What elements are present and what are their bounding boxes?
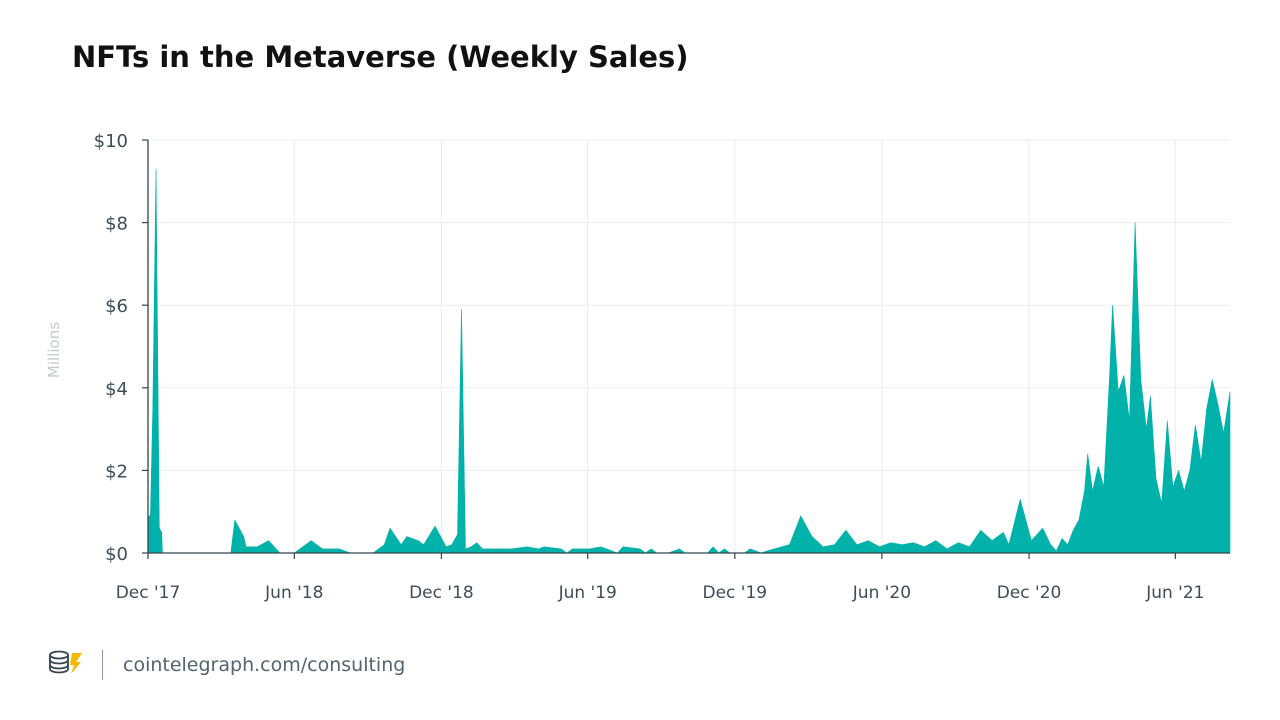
x-tick-label: Jun '21 [1145, 583, 1204, 603]
footer: cointelegraph.com/consulting [48, 648, 405, 682]
y-tick-label: $8 [105, 214, 128, 235]
x-tick-label: Jun '19 [558, 583, 617, 603]
x-tick-label: Dec '17 [116, 583, 181, 603]
x-tick-label: Dec '19 [703, 583, 768, 603]
source-link[interactable]: cointelegraph.com/consulting [123, 654, 406, 676]
y-tick-label: $0 [105, 544, 128, 565]
cointelegraph-logo-icon [48, 647, 84, 683]
y-tick-label: $10 [94, 131, 128, 152]
footer-divider [102, 650, 103, 680]
y-tick-label: $6 [105, 296, 128, 317]
weekly-sales-area-chart: $0 $2 $4 $6 $8 $10 Dec '17 Jun '18 Dec '18 Jun '1… [45, 131, 1231, 603]
x-tick-label: Dec '18 [409, 583, 474, 603]
x-tick-label: Jun '18 [264, 583, 323, 603]
sales-area-series [147, 168, 1231, 554]
y-axis-label: Millions [45, 322, 63, 378]
chart-title: NFTs in the Metaverse (Weekly Sales) [72, 40, 689, 74]
x-tick-label: Dec '20 [997, 583, 1062, 603]
y-tick-label: $2 [105, 461, 128, 482]
y-tick-label: $4 [105, 379, 128, 400]
x-tick-label: Jun '20 [852, 583, 911, 603]
